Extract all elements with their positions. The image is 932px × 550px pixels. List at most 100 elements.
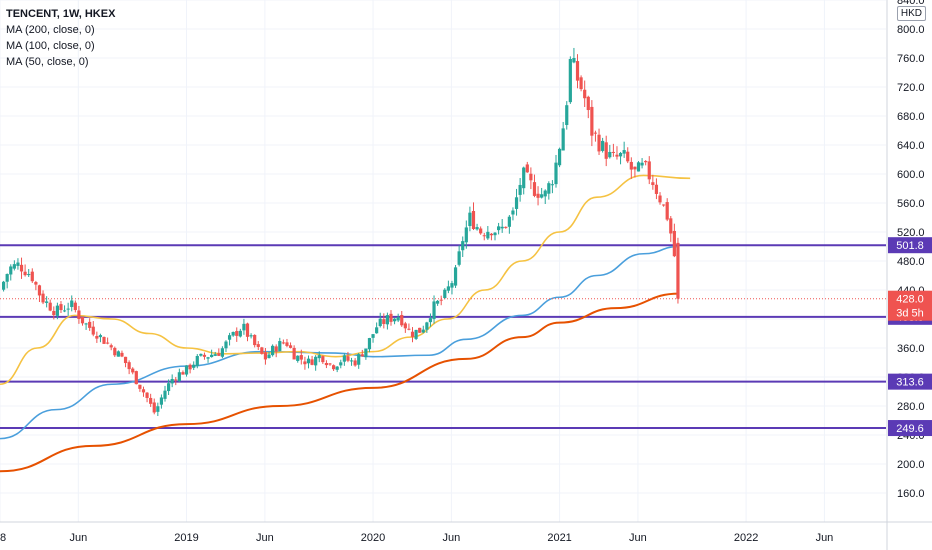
candle-body: [421, 329, 425, 333]
candle-body: [540, 194, 544, 198]
candle-body: [403, 323, 407, 329]
candle-body: [285, 342, 289, 346]
ma50-line: [0, 174, 691, 386]
candle-body: [518, 184, 522, 195]
candle-body: [669, 218, 673, 234]
price-tag-box: [888, 290, 932, 321]
candle-body: [651, 182, 655, 186]
price-tick-label: 720.0: [897, 82, 925, 94]
candle-body: [586, 96, 590, 111]
price-tick-label: 360.0: [897, 343, 925, 355]
candle-body: [116, 351, 120, 357]
support-resistance-lines: [0, 244, 886, 430]
candle-body: [615, 154, 619, 157]
candle-body: [145, 392, 149, 398]
candle-body: [335, 366, 339, 370]
price-tick-label: 560.0: [897, 198, 925, 210]
candle-body: [575, 61, 580, 81]
indicator-ma200[interactable]: MA (200, close, 0): [6, 24, 95, 36]
candle-body: [446, 286, 450, 291]
candle-body: [357, 354, 361, 365]
candle-body: [360, 354, 364, 357]
candle-body: [482, 235, 486, 237]
candle-body: [163, 390, 167, 399]
candle-body: [507, 216, 511, 227]
candle-body: [636, 162, 641, 172]
candle-body: [346, 356, 350, 361]
candle-body: [457, 251, 461, 265]
time-tick-label: 2020: [361, 532, 385, 544]
ma200-line: [0, 292, 679, 473]
candle-body: [436, 300, 440, 304]
candle-body: [41, 293, 45, 303]
candle-body: [364, 348, 368, 358]
candle-body: [554, 162, 558, 185]
candle-body: [12, 264, 16, 269]
candle-body: [5, 274, 9, 282]
candle-body: [159, 397, 164, 405]
candle-body: [263, 352, 268, 360]
candle-body: [109, 345, 113, 348]
currency-badge[interactable]: HKD: [896, 6, 926, 21]
time-tick-label: Jun: [443, 532, 461, 544]
candle-body: [471, 211, 476, 230]
indicator-ma100[interactable]: MA (100, close, 0): [6, 40, 95, 52]
candle-body: [468, 212, 472, 226]
level-label-text: 313.6: [896, 377, 924, 389]
candle-body: [9, 266, 13, 275]
candle-body: [601, 140, 605, 151]
candle-body: [536, 193, 540, 198]
candle-body: [418, 327, 422, 333]
candle-body: [267, 354, 271, 359]
candle-body: [608, 151, 612, 158]
candle-body: [55, 305, 59, 316]
candle-body: [658, 195, 662, 203]
candle-body: [227, 335, 232, 340]
level-label-box: [888, 373, 932, 390]
ma100-line: [0, 245, 679, 440]
price-tick-label: 160.0: [897, 488, 925, 500]
candle-body: [644, 161, 648, 163]
candle-body: [561, 128, 565, 151]
candle-body: [349, 360, 354, 362]
symbol-title[interactable]: TENCENT, 1W, HKEX: [6, 8, 116, 20]
candle-body: [210, 354, 214, 358]
time-axis[interactable]: 18 Jun 2019 Jun 2020 Jun 2021 Jun 2022 Jun: [0, 521, 932, 544]
candle-body: [662, 204, 666, 206]
candle-body: [184, 365, 189, 375]
candle-body: [389, 313, 393, 322]
candle-body: [618, 152, 623, 157]
candle-body: [392, 318, 397, 322]
price-tick-label: 640.0: [897, 140, 925, 152]
candle-body: [550, 184, 555, 186]
price-tick-label: 680.0: [897, 111, 925, 123]
candle-body: [181, 372, 185, 375]
candle-body: [496, 226, 501, 231]
candle-body: [170, 378, 174, 384]
candle-body: [134, 371, 138, 385]
candle-body: [141, 389, 146, 393]
candle-body: [177, 372, 181, 382]
candle-body: [120, 352, 124, 357]
price-tick-label: 760.0: [897, 53, 925, 65]
candle-body: [188, 364, 192, 370]
time-tick-label: 2022: [734, 532, 758, 544]
price-tag-countdown: 3d 5h: [896, 308, 924, 320]
candle-body: [202, 354, 207, 357]
candle-body: [174, 379, 178, 381]
candle-body: [1, 281, 6, 290]
price-axis[interactable]: 160.0200.0240.0280.0320.0360.0400.0440.0…: [886, 0, 925, 550]
candle-body: [665, 202, 669, 220]
candle-body: [59, 304, 63, 311]
candle-body: [486, 231, 490, 239]
candle-body: [647, 161, 651, 180]
candle-body: [529, 173, 533, 181]
candle-body: [292, 347, 296, 360]
candle-body: [199, 353, 203, 356]
candle-body: [98, 335, 103, 338]
candle-body: [102, 336, 106, 344]
candle-body: [166, 383, 171, 392]
indicator-ma50[interactable]: MA (50, close, 0): [6, 56, 89, 68]
